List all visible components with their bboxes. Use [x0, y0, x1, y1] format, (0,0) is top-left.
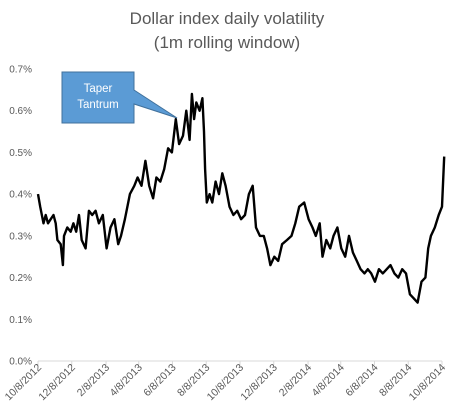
y-tick-label: 0.5%	[9, 148, 32, 159]
y-tick-label: 0.6%	[9, 106, 32, 117]
y-tick-label: 0.3%	[9, 231, 32, 242]
x-tick-label: 4/8/2013	[107, 362, 144, 399]
callout-label-line-1: Taper	[84, 83, 113, 95]
x-tick-label: 2/8/2014	[277, 362, 314, 399]
chart-title: Dollar index daily volatility	[129, 9, 325, 28]
x-tick-label: 12/8/2013	[238, 362, 280, 404]
x-tick-label: 2/8/2013	[75, 362, 112, 399]
x-tick-label: 4/8/2014	[309, 362, 346, 399]
x-tick-label: 6/8/2013	[141, 362, 178, 399]
callout-label-line-2: Tantrum	[77, 99, 119, 111]
volatility-series-line	[36, 92, 446, 304]
y-tick-label: 0.0%	[9, 357, 32, 368]
callout-box	[61, 71, 178, 124]
x-tick-label: 6/8/2014	[343, 362, 380, 399]
x-tick-label: 12/8/2012	[36, 362, 78, 404]
y-tick-label: 0.7%	[9, 65, 32, 76]
x-tick-label: 10/8/2014	[407, 362, 449, 404]
y-axis-ticks: 0.0% 0.1% 0.2% 0.3% 0.4% 0.5% 0.6% 0.7%	[9, 65, 32, 368]
taper-tantrum-callout: Taper Tantrum	[61, 71, 178, 124]
x-axis-ticks: 10/8/201212/8/20122/8/20134/8/20136/8/20…	[3, 361, 449, 404]
y-tick-label: 0.2%	[9, 273, 32, 284]
y-tick-label: 0.4%	[9, 190, 32, 201]
chart-subtitle: (1m rolling window)	[153, 33, 301, 52]
y-tick-label: 0.1%	[9, 315, 32, 326]
